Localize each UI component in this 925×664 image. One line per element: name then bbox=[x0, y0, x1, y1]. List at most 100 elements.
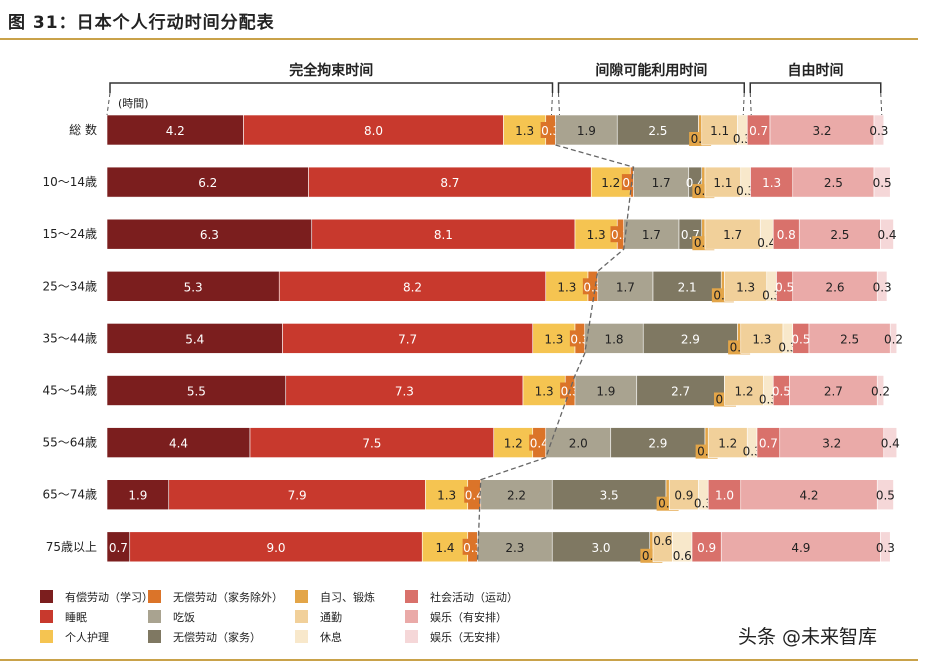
figure-title: 图 31：日本个人行动时间分配表 bbox=[8, 13, 275, 33]
bar-segment bbox=[282, 323, 534, 354]
legend-label: 休息 bbox=[320, 630, 342, 644]
bracket-dashed-line bbox=[880, 92, 883, 116]
legend-label: 自习、锻炼 bbox=[320, 590, 375, 604]
category-label: 35～44歳 bbox=[42, 331, 97, 345]
bar-segment bbox=[720, 531, 881, 563]
data-label: 1.7 bbox=[616, 280, 635, 294]
legend-label: 睡眠 bbox=[65, 611, 87, 624]
data-label: 7.7 bbox=[398, 332, 417, 346]
bar-segment bbox=[545, 270, 589, 302]
legend-label: 社会活动（运动） bbox=[430, 590, 518, 604]
bar-segment bbox=[880, 531, 891, 563]
legend-label: 娱乐（无安排） bbox=[430, 630, 507, 644]
data-label: 0.7 bbox=[759, 437, 778, 451]
data-label: 1.9 bbox=[128, 489, 147, 503]
data-label: 2.7 bbox=[671, 385, 690, 399]
data-label: 0.6 bbox=[653, 534, 672, 548]
bottom-rule bbox=[0, 659, 918, 661]
bar-segment bbox=[574, 218, 618, 250]
data-label: 8.7 bbox=[440, 176, 459, 190]
data-label: 0.5 bbox=[775, 280, 794, 294]
legend-swatch bbox=[40, 610, 53, 623]
data-label: 1.9 bbox=[596, 385, 615, 399]
data-label: 0.9 bbox=[697, 541, 716, 555]
small-value-box bbox=[464, 486, 485, 503]
bar-segment bbox=[503, 114, 547, 146]
data-label: 1.3 bbox=[736, 280, 755, 294]
legend-swatch bbox=[40, 630, 53, 643]
data-label: 0.5 bbox=[873, 176, 892, 190]
legend-label: 通勤 bbox=[320, 611, 342, 624]
bar-segment bbox=[789, 375, 878, 406]
data-label: 5.4 bbox=[185, 332, 204, 346]
bar-segment bbox=[724, 375, 764, 406]
data-label: 0.2 bbox=[871, 385, 890, 399]
bar-segment bbox=[129, 531, 423, 563]
data-label: 8.2 bbox=[403, 280, 422, 294]
bar-segment bbox=[106, 323, 283, 354]
bar-segment bbox=[883, 427, 898, 458]
bar-segment bbox=[704, 166, 742, 198]
legend-swatch bbox=[148, 630, 161, 643]
data-label: 0.4 bbox=[530, 437, 549, 451]
data-label: 0.4 bbox=[465, 489, 484, 503]
data-label: 9.0 bbox=[266, 541, 285, 555]
legend-label: 无偿劳动（家务） bbox=[173, 630, 261, 644]
bar-segment bbox=[889, 323, 898, 354]
bar-segment bbox=[421, 531, 469, 563]
data-label: 5.3 bbox=[184, 280, 203, 294]
group-label: 间隙可能利用时间 bbox=[595, 62, 707, 79]
bar-segment bbox=[691, 531, 722, 563]
data-label: 4.4 bbox=[169, 437, 188, 451]
bar-segment bbox=[555, 114, 618, 146]
data-label: 1.8 bbox=[604, 332, 623, 346]
category-label: 15～24歳 bbox=[42, 227, 97, 241]
bar-segment bbox=[522, 375, 566, 406]
bar-segment bbox=[876, 479, 894, 511]
bar-segment bbox=[106, 114, 244, 146]
bar-segment bbox=[106, 427, 251, 458]
data-label: 4.2 bbox=[799, 489, 818, 503]
data-label: 2.9 bbox=[648, 437, 667, 451]
legend-label: 吃饭 bbox=[173, 611, 195, 624]
bracket-dashed-line bbox=[742, 92, 745, 116]
data-label: 0.8 bbox=[777, 228, 796, 242]
data-label: 7.5 bbox=[362, 437, 381, 451]
data-label: 1.3 bbox=[762, 176, 781, 190]
data-label: 2.6 bbox=[825, 280, 844, 294]
bar-segment bbox=[551, 479, 667, 511]
data-label: 0.7 bbox=[749, 124, 768, 138]
data-label: 0.4 bbox=[757, 236, 776, 250]
bar-segment bbox=[779, 427, 885, 458]
data-label: 0.9 bbox=[674, 489, 693, 503]
bar-segment bbox=[704, 218, 761, 250]
data-label: 1.4 bbox=[435, 541, 454, 555]
bar-segment bbox=[106, 166, 309, 198]
bar-segment bbox=[724, 270, 768, 302]
bar-segment bbox=[106, 479, 170, 511]
legend-swatch bbox=[148, 590, 161, 603]
group-label: 完全拘束时间 bbox=[289, 62, 373, 79]
bar-segment bbox=[278, 270, 547, 302]
data-label: 1.2 bbox=[601, 176, 620, 190]
bar-segment bbox=[285, 375, 524, 406]
bracket-dashed-line bbox=[558, 92, 560, 116]
legend-swatch bbox=[295, 610, 308, 623]
bar-segment bbox=[873, 114, 885, 146]
data-label: 0.7 bbox=[109, 541, 128, 555]
bar-segment bbox=[808, 323, 891, 354]
legend-swatch bbox=[405, 610, 418, 623]
unit-label: (時間) bbox=[118, 97, 149, 110]
bar-segment bbox=[701, 114, 738, 146]
category-label: 10～14歳 bbox=[42, 175, 97, 189]
data-label: 2.1 bbox=[678, 280, 697, 294]
bar-segment bbox=[876, 375, 885, 406]
data-label: 1.2 bbox=[734, 385, 753, 399]
data-label: 0.6 bbox=[673, 549, 692, 563]
data-label: 8.0 bbox=[364, 124, 383, 138]
data-label: 1.3 bbox=[515, 124, 534, 138]
bar-segment bbox=[707, 427, 748, 458]
bracket-dashed-line bbox=[551, 92, 553, 116]
bar-segment bbox=[551, 531, 651, 563]
